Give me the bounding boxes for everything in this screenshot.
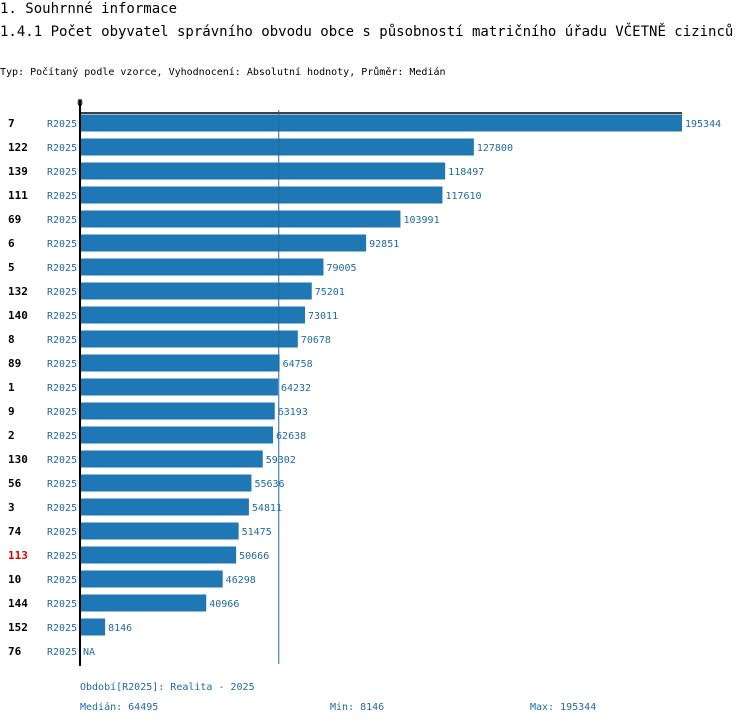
row-id-label: 3 [8,501,15,514]
row-id-label: 8 [8,333,15,346]
row-period-label: R2025 [47,191,77,202]
bar-value-label: 118497 [448,167,484,178]
bar-value-label: 127800 [477,143,513,154]
bar-value-label: 54811 [252,503,282,514]
bar [80,474,252,492]
bar-value-label: 73011 [308,311,338,322]
row-period-label: R2025 [47,167,77,178]
row-id-label: 111 [8,189,28,202]
row-id-label: 122 [8,141,28,154]
row-period-label: R2025 [47,215,77,226]
bar [80,330,298,348]
bar-value-label: 63193 [278,407,308,418]
row-id-label: 113 [8,549,28,562]
bar [80,450,263,468]
bar-value-label: 79005 [326,263,356,274]
row-period-label: R2025 [47,119,77,130]
row-id-label: 6 [8,237,15,250]
row-id-label: 130 [8,453,28,466]
bar [80,306,306,324]
bar-value-label: 50666 [239,551,269,562]
row-period-label: R2025 [47,527,77,538]
row-period-label: R2025 [47,479,77,490]
row-period-label: R2025 [47,575,77,586]
bar-value-label: 59302 [266,455,296,466]
row-id-label: 76 [8,645,22,658]
row-id-label: 69 [8,213,21,226]
bar-value-label: 51475 [242,527,272,538]
bar [80,546,237,564]
bar [80,618,106,636]
row-period-label: R2025 [47,143,77,154]
bar [80,594,207,612]
bar [80,402,275,420]
bar-value-label: 75201 [315,287,345,298]
row-id-label: 2 [8,429,15,442]
row-id-label: 89 [8,357,21,370]
bar [80,522,239,540]
row-period-label: R2025 [47,623,77,634]
bar [80,426,274,444]
section-title: 1. Souhrnné informace [0,1,178,17]
bar [80,234,367,252]
bar [80,114,682,132]
chart-subtitle: Typ: Počítaný podle vzorce, Vyhodnocení:… [0,67,446,78]
bar-value-label: NA [83,647,95,658]
row-id-label: 140 [8,309,28,322]
row-period-label: R2025 [47,503,77,514]
footer-median: Medián: 64495 [80,702,159,713]
bar-value-label: 46298 [226,575,256,586]
row-id-label: 9 [8,405,15,418]
bar-value-label: 195344 [685,119,721,130]
row-period-label: R2025 [47,431,77,442]
row-period-label: R2025 [47,239,77,250]
row-id-label: 139 [8,165,28,178]
bar [80,162,446,180]
footer-period-note: Období[R2025]: Realita - 2025 [80,682,255,693]
bar-value-label: 70678 [301,335,331,346]
row-period-label: R2025 [47,647,77,658]
bar-value-label: 8146 [108,623,132,634]
bar-value-label: 40966 [209,599,239,610]
bar-value-label: 64232 [281,383,311,394]
bar [80,498,249,516]
row-period-label: R2025 [47,287,77,298]
row-id-label: 144 [8,597,28,610]
bar-chart: 07R2025195344122R2025127800139R202511849… [8,98,721,666]
row-period-label: R2025 [47,359,77,370]
bar [80,282,312,300]
row-period-label: R2025 [47,455,77,466]
row-period-label: R2025 [47,599,77,610]
row-period-label: R2025 [47,407,77,418]
row-id-label: 56 [8,477,22,490]
bar [80,210,401,228]
footer-min: Min: 8146 [330,702,385,713]
row-period-label: R2025 [47,383,77,394]
bar [80,258,324,276]
bar-value-label: 92851 [369,239,399,250]
row-period-label: R2025 [47,551,77,562]
bar [80,570,223,588]
bar [80,378,278,396]
row-period-label: R2025 [47,263,77,274]
row-period-label: R2025 [47,335,77,346]
bar-value-label: 64758 [283,359,313,370]
footer-max: Max: 195344 [530,702,597,713]
row-id-label: 74 [8,525,22,538]
bar-value-label: 55636 [254,479,284,490]
chart-title: 1.4.1 Počet obyvatel správního obvodu ob… [0,24,734,40]
bar [80,354,280,372]
bar [80,186,443,204]
bar-value-label: 62638 [276,431,306,442]
bar-value-label: 117610 [445,191,481,202]
bar [80,138,474,156]
row-id-label: 10 [8,573,21,586]
row-period-label: R2025 [47,311,77,322]
row-id-label: 7 [8,117,15,130]
row-id-label: 5 [8,261,15,274]
row-id-label: 132 [8,285,28,298]
row-id-label: 152 [8,621,28,634]
row-id-label: 1 [8,381,15,394]
bar-value-label: 103991 [403,215,439,226]
